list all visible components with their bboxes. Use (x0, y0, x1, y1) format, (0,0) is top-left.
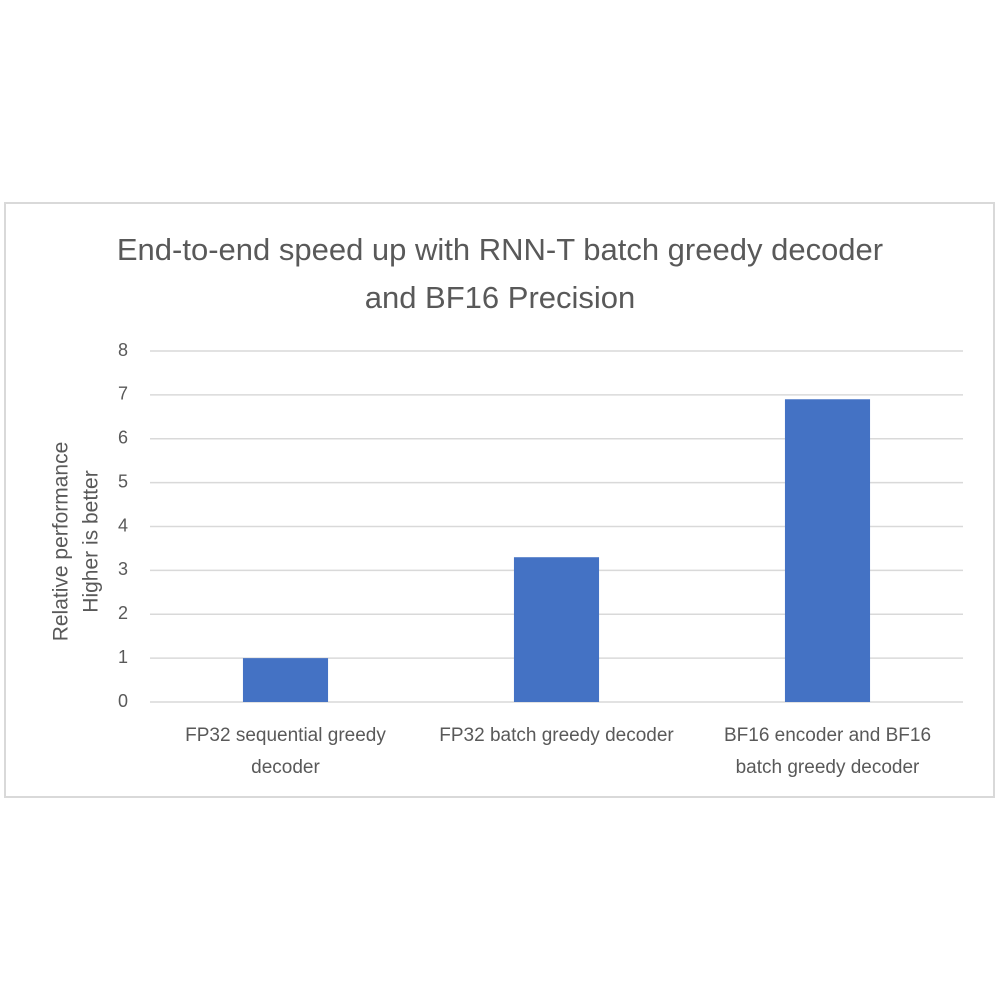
y-tick-label: 3 (118, 559, 128, 579)
y-tick-label: 2 (118, 603, 128, 623)
x-tick-label: FP32 sequential greedy decoder (185, 725, 386, 778)
bar (784, 399, 871, 702)
y-tick-label: 5 (118, 471, 128, 491)
chart-title: End-to-end speed up with RNN-T batch gre… (116, 232, 884, 315)
y-axis-label: Higher is better (80, 470, 103, 612)
x-tick-label: BF16 encoder and BF16 batch greedy decod… (723, 725, 932, 778)
bar (242, 658, 329, 702)
y-tick-label: 7 (118, 384, 128, 404)
y-tick-label: 4 (118, 515, 128, 535)
y-axis-label: Relative performance (50, 442, 73, 642)
y-tick-label: 8 (118, 340, 128, 360)
x-tick-label: FP32 batch greedy decoder (439, 725, 674, 746)
y-tick-label: 1 (118, 647, 128, 667)
y-tick-label: 0 (118, 691, 128, 711)
y-tick-label: 6 (118, 428, 128, 448)
chart-border (4, 202, 995, 798)
bar (513, 557, 600, 702)
